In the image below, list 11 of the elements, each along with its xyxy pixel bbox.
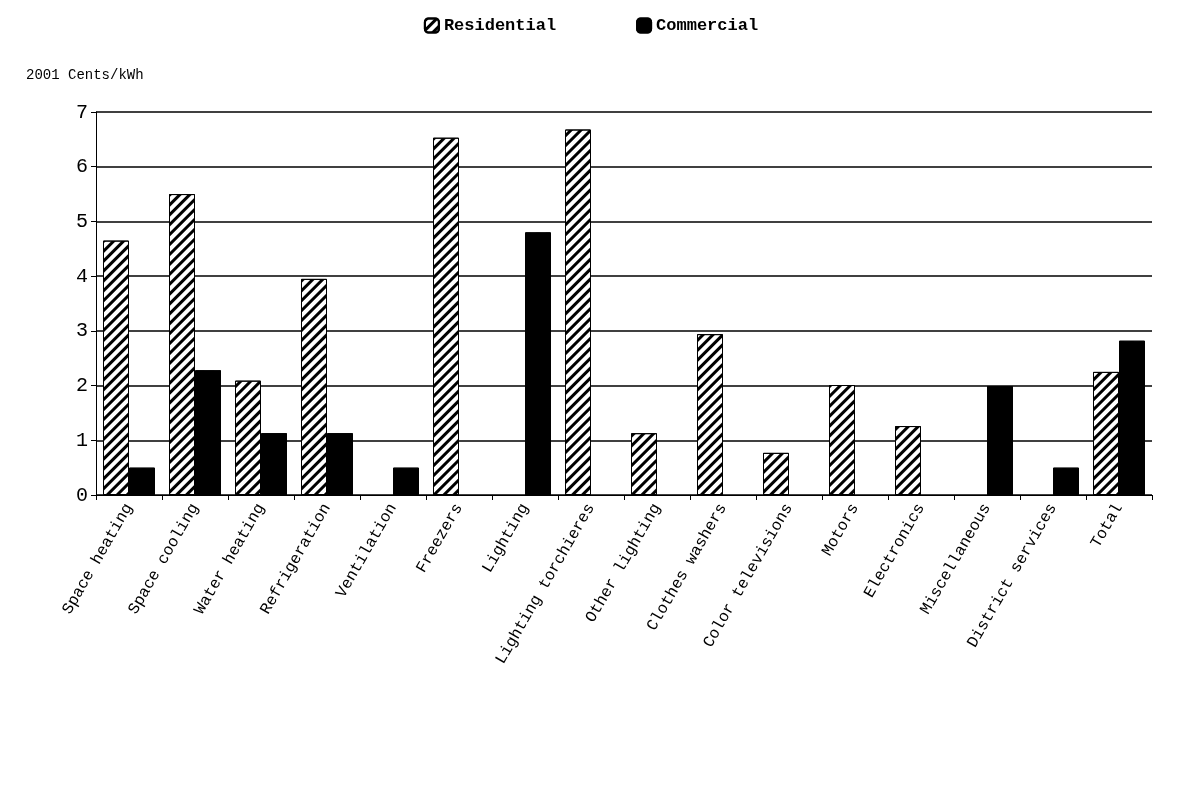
legend-label: Residential xyxy=(443,16,557,35)
y-tick-label: 0 xyxy=(75,483,88,507)
y-tick-label: 5 xyxy=(75,209,88,233)
legend-label: Commercial xyxy=(656,16,759,35)
y-tick-label: 4 xyxy=(75,264,88,288)
y-tick-label: 7 xyxy=(75,100,88,124)
y-tick-label: 6 xyxy=(75,155,88,179)
y-tick-label: 3 xyxy=(75,319,88,343)
y-tick-label: 2 xyxy=(75,374,88,398)
y-tick-label: 1 xyxy=(75,428,88,452)
y-axis-title: 2001 Cents/kWh xyxy=(26,67,144,83)
